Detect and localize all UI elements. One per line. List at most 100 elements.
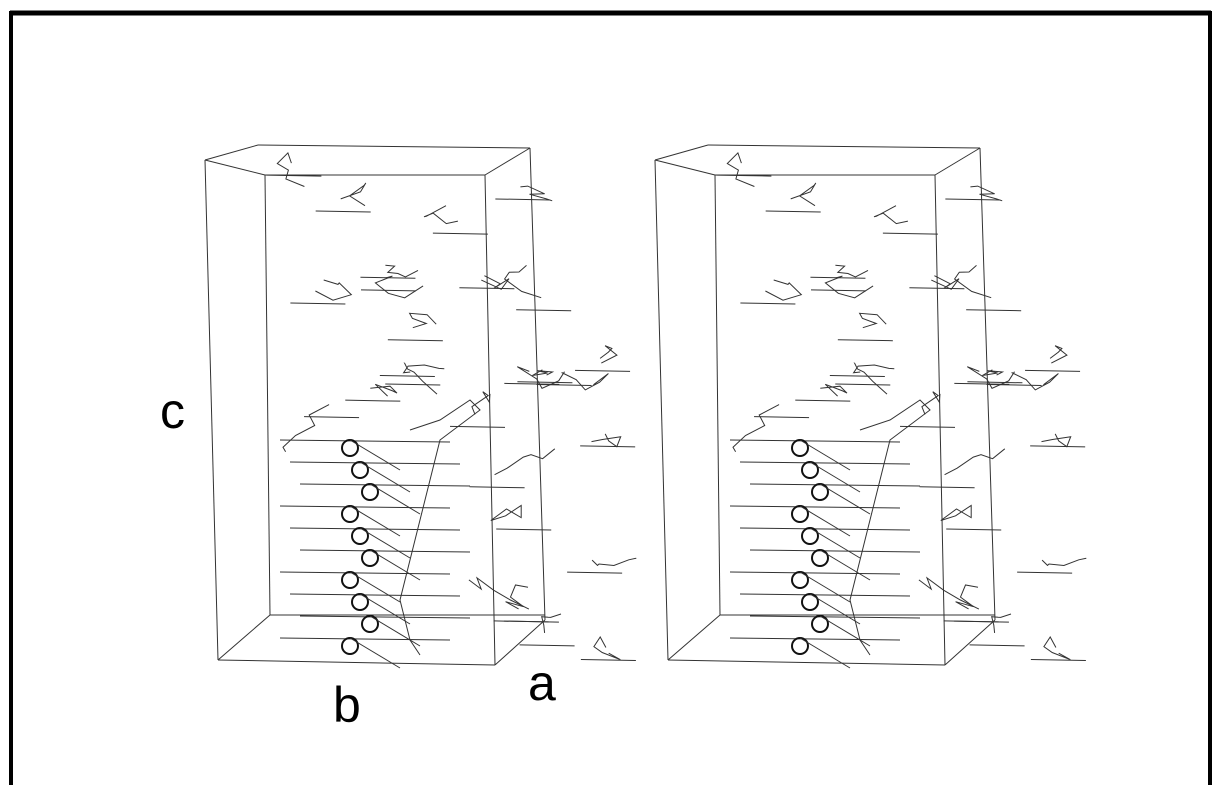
base-plane <box>1025 369 1081 372</box>
highlight-base <box>289 461 461 465</box>
highlight-backbone <box>809 461 861 493</box>
molecule-bond <box>944 448 1006 476</box>
axis-label-c: c <box>160 383 185 439</box>
base-plane <box>315 210 371 213</box>
unit-cell-edge <box>217 659 496 666</box>
highlight-backbone <box>369 615 421 647</box>
base-plane <box>1017 571 1073 574</box>
highlight-backbone <box>819 483 871 515</box>
base-plane <box>496 528 552 531</box>
base-plane <box>387 339 443 342</box>
base-plane <box>795 399 851 402</box>
highlight-backbone <box>799 571 851 603</box>
molecule-bond <box>505 584 529 610</box>
molecule-bond <box>940 504 973 521</box>
base-plane <box>493 620 549 623</box>
highlight-backbone <box>349 505 401 537</box>
highlight-backbone <box>809 593 861 625</box>
molecule-bond <box>982 369 1005 376</box>
molecule-bond <box>468 576 530 610</box>
molecule-bond <box>953 265 992 299</box>
molecule-bond <box>340 182 367 207</box>
base-plane <box>716 174 772 177</box>
base-plane <box>495 198 551 201</box>
molecule-bond <box>315 279 353 301</box>
highlight-backbone <box>819 549 871 581</box>
unit-cell-edge <box>654 159 716 176</box>
highlight-backbone <box>809 527 861 559</box>
unit-cell-edge <box>204 159 219 661</box>
unit-cell-edge <box>654 159 669 661</box>
base-plane <box>385 383 441 386</box>
highlight-base <box>729 439 901 443</box>
molecule-bond <box>403 362 438 395</box>
molecule-bond <box>402 364 445 374</box>
unit-cell-edge <box>714 174 721 616</box>
highlight-base <box>299 483 471 487</box>
base-plane <box>345 399 401 402</box>
base-plane <box>519 644 575 647</box>
unit-cell-edge <box>944 619 996 666</box>
molecule-bond <box>591 433 622 448</box>
molecule-bond <box>532 369 555 376</box>
unit-cell-edge <box>264 174 271 616</box>
base-plane <box>986 383 1042 386</box>
highlight-backbone <box>359 461 411 493</box>
molecule-bond <box>385 264 419 278</box>
highlight-backbone <box>399 399 481 656</box>
molecule-bond <box>591 557 637 567</box>
base-plane <box>837 339 893 342</box>
molecule-bond <box>1041 557 1087 567</box>
highlight-backbone <box>349 571 401 603</box>
base-plane <box>304 416 360 419</box>
highlight-backbone <box>349 637 401 669</box>
molecule-bond <box>599 345 618 364</box>
molecule-bond <box>520 185 553 202</box>
molecule-bond <box>561 372 609 391</box>
axis-label-b: b <box>333 677 361 733</box>
base-plane <box>882 232 938 235</box>
stereo-view <box>654 144 1087 669</box>
base-plane <box>459 287 515 290</box>
molecule-bond <box>991 613 1012 633</box>
molecule-bond <box>593 636 621 661</box>
molecule-bond <box>921 391 941 415</box>
base-plane <box>575 369 631 372</box>
base-plane <box>360 289 417 292</box>
molecule-bond <box>276 151 305 187</box>
base-plane <box>504 382 560 385</box>
base-plane <box>899 425 956 428</box>
molecule-bond <box>835 264 869 278</box>
base-plane <box>432 232 488 235</box>
unit-cell-edge <box>484 147 531 176</box>
base-plane <box>379 375 435 378</box>
base-plane <box>469 486 525 489</box>
base-plane <box>966 309 1022 312</box>
molecule-bond <box>931 275 960 290</box>
base-plane <box>946 528 1002 531</box>
molecule-bond <box>1041 433 1072 448</box>
highlight-backbone <box>359 593 411 625</box>
highlight-backbone <box>849 399 931 656</box>
molecule-bond <box>282 404 330 452</box>
highlight-base <box>289 593 461 597</box>
molecule-bond <box>852 364 895 374</box>
base-plane <box>580 445 636 448</box>
molecule-bond <box>494 448 556 476</box>
highlight-base <box>289 527 461 531</box>
molecule-bond <box>732 404 780 452</box>
molecule-bond <box>970 185 1003 202</box>
molecule-bond <box>955 584 979 610</box>
highlight-base <box>279 571 451 575</box>
highlight-backbone <box>819 615 871 647</box>
molecule-bond <box>726 151 755 187</box>
highlight-base <box>749 549 921 553</box>
base-plane <box>449 425 506 428</box>
molecule-bond <box>918 576 980 610</box>
highlight-base <box>729 505 901 509</box>
base-plane <box>909 287 965 290</box>
unit-cell-edge <box>257 144 531 149</box>
base-plane <box>754 416 810 419</box>
